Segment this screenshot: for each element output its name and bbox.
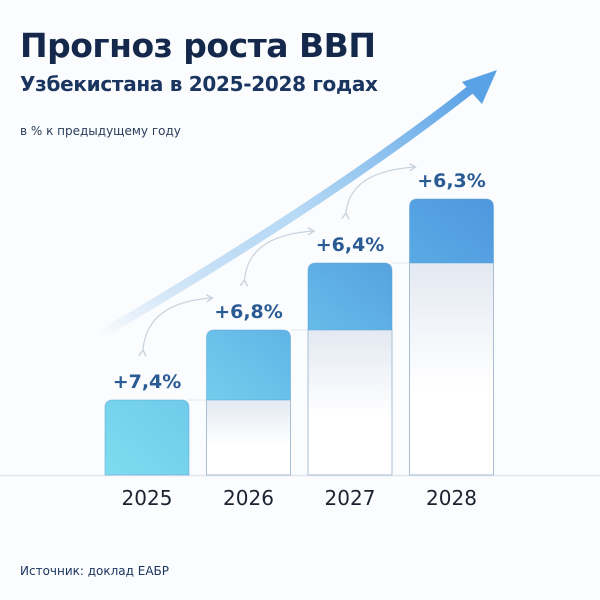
data-label: +6,4% [316, 234, 385, 256]
bar-2026 [206, 329, 291, 401]
bar-base-2027 [307, 329, 393, 476]
transition-arrow-icon [138, 294, 214, 357]
data-label: +7,4% [113, 371, 182, 393]
bar-2025 [104, 399, 190, 476]
x-tick-label: 2027 [325, 486, 376, 510]
transition-arrow-icon [341, 163, 417, 220]
x-tick-label: 2028 [426, 486, 477, 510]
x-tick-label: 2026 [223, 486, 274, 510]
chart-title: Прогноз роста ВВП [20, 26, 376, 65]
chart-subtitle: Узбекистана в 2025-2028 годах [20, 72, 378, 96]
transition-arrow-icon [239, 227, 316, 287]
data-label: +6,3% [417, 170, 486, 192]
x-tick-label: 2025 [122, 486, 173, 510]
data-label: +6,8% [214, 301, 283, 323]
unit-label: в % к предыдущему году [20, 124, 181, 138]
bar-2028 [409, 198, 494, 264]
trend-arrow-head-icon [462, 70, 497, 104]
source-note: Источник: доклад ЕАБР [20, 564, 170, 578]
bar-base-2028 [409, 262, 494, 476]
bar-2027 [307, 262, 393, 331]
bar-base-2026 [206, 399, 291, 476]
